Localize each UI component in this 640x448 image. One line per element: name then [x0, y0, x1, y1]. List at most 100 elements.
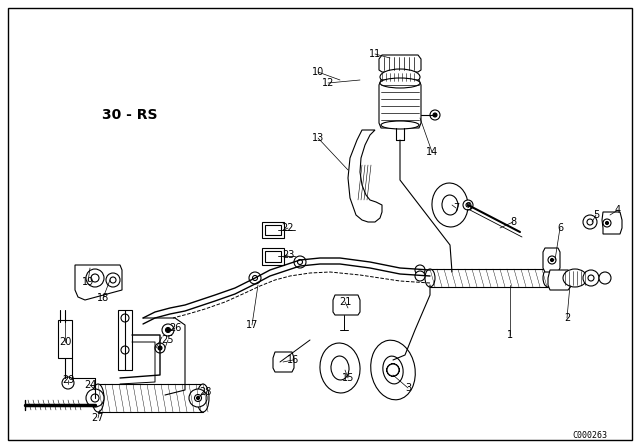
Text: 16: 16 — [287, 355, 299, 365]
Text: 27: 27 — [92, 413, 104, 423]
Ellipse shape — [387, 364, 399, 376]
Text: 21: 21 — [339, 297, 351, 307]
Ellipse shape — [563, 269, 587, 287]
Polygon shape — [333, 295, 360, 315]
Circle shape — [583, 270, 599, 286]
Ellipse shape — [197, 384, 209, 412]
Circle shape — [195, 395, 202, 401]
Circle shape — [110, 277, 116, 283]
Ellipse shape — [387, 364, 399, 376]
Circle shape — [91, 274, 99, 282]
Polygon shape — [543, 248, 560, 272]
Text: 11: 11 — [369, 49, 381, 59]
Ellipse shape — [92, 384, 104, 412]
Ellipse shape — [432, 183, 468, 227]
Polygon shape — [262, 222, 284, 238]
Circle shape — [415, 271, 425, 281]
Text: 7: 7 — [453, 203, 459, 213]
Text: C000263: C000263 — [573, 431, 607, 439]
Polygon shape — [602, 212, 622, 234]
Ellipse shape — [442, 195, 458, 215]
Polygon shape — [75, 265, 122, 300]
Circle shape — [121, 314, 129, 322]
Circle shape — [430, 110, 440, 120]
Text: 13: 13 — [312, 133, 324, 143]
Circle shape — [121, 346, 129, 354]
Text: 5: 5 — [593, 210, 599, 220]
Ellipse shape — [320, 343, 360, 393]
Text: 29: 29 — [62, 375, 74, 385]
Text: 2: 2 — [564, 313, 570, 323]
Circle shape — [433, 113, 437, 117]
Ellipse shape — [380, 78, 420, 88]
Text: 22: 22 — [282, 223, 294, 233]
Circle shape — [298, 259, 303, 264]
Text: 8: 8 — [510, 217, 516, 227]
Ellipse shape — [387, 364, 399, 376]
Ellipse shape — [383, 356, 403, 384]
Text: 30 - RS: 30 - RS — [102, 108, 157, 122]
Ellipse shape — [380, 69, 420, 85]
Circle shape — [106, 273, 120, 287]
Circle shape — [91, 394, 99, 402]
Circle shape — [166, 327, 170, 332]
Text: 9: 9 — [465, 202, 471, 212]
Text: 6: 6 — [557, 223, 563, 233]
Circle shape — [162, 324, 174, 336]
Ellipse shape — [381, 121, 419, 129]
Text: 25: 25 — [162, 335, 174, 345]
Polygon shape — [58, 320, 72, 358]
Ellipse shape — [543, 269, 553, 287]
Text: 14: 14 — [426, 147, 438, 157]
Polygon shape — [98, 384, 203, 412]
Text: 10: 10 — [312, 67, 324, 77]
Text: 20: 20 — [59, 337, 71, 347]
Circle shape — [158, 346, 162, 350]
Ellipse shape — [387, 364, 399, 376]
Ellipse shape — [387, 364, 399, 376]
Polygon shape — [265, 225, 281, 235]
Polygon shape — [262, 248, 284, 265]
Ellipse shape — [331, 356, 349, 380]
Text: 17: 17 — [246, 320, 258, 330]
Circle shape — [294, 256, 306, 268]
Circle shape — [588, 275, 594, 281]
Circle shape — [605, 221, 609, 224]
Circle shape — [599, 272, 611, 284]
Circle shape — [253, 276, 257, 280]
Ellipse shape — [425, 269, 435, 287]
Polygon shape — [273, 352, 294, 372]
Circle shape — [463, 200, 473, 210]
Polygon shape — [265, 251, 281, 262]
Polygon shape — [379, 55, 421, 72]
Text: 19: 19 — [82, 277, 94, 287]
Text: 15: 15 — [342, 373, 354, 383]
Polygon shape — [379, 80, 421, 128]
Text: 18: 18 — [97, 293, 109, 303]
Text: 26: 26 — [169, 323, 181, 333]
Circle shape — [415, 265, 425, 275]
Circle shape — [62, 377, 74, 389]
Text: 1: 1 — [507, 330, 513, 340]
Circle shape — [583, 215, 597, 229]
Polygon shape — [430, 269, 548, 287]
Circle shape — [86, 269, 104, 287]
Circle shape — [587, 219, 593, 225]
Polygon shape — [118, 310, 132, 370]
Circle shape — [249, 272, 261, 284]
Polygon shape — [548, 270, 572, 290]
Circle shape — [466, 203, 470, 207]
Circle shape — [196, 396, 200, 400]
Circle shape — [155, 343, 165, 353]
Text: 24: 24 — [84, 380, 96, 390]
Text: 4: 4 — [615, 205, 621, 215]
Polygon shape — [348, 130, 382, 222]
Ellipse shape — [387, 364, 399, 376]
Circle shape — [86, 389, 104, 407]
Ellipse shape — [371, 340, 415, 400]
Circle shape — [550, 258, 554, 262]
Text: 23: 23 — [282, 250, 294, 260]
Circle shape — [548, 256, 556, 264]
Text: 3: 3 — [405, 383, 411, 393]
Ellipse shape — [387, 364, 399, 376]
